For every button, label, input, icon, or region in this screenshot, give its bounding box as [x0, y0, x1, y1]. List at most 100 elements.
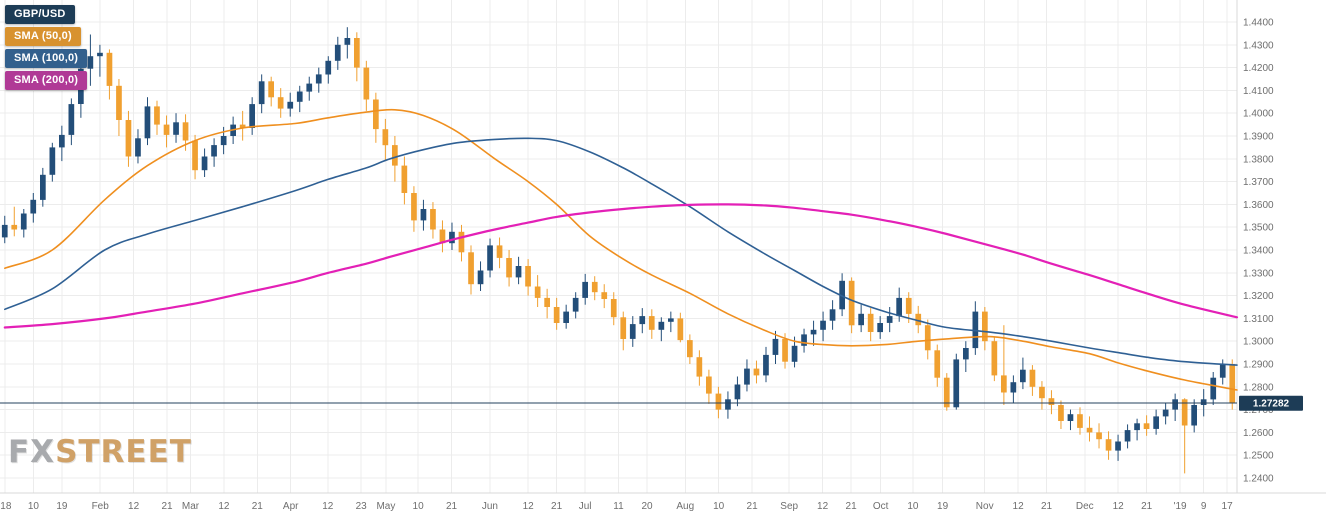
candle-body	[20, 213, 27, 230]
candle-body	[744, 368, 750, 385]
price-axis-label: 1.3800	[1243, 154, 1274, 165]
time-axis-label: 10	[413, 501, 425, 512]
time-axis-label: 20	[641, 501, 653, 512]
candle-body	[382, 129, 389, 146]
time-axis-label: 12	[218, 501, 230, 512]
candle-body	[753, 368, 760, 376]
candle-body	[1134, 423, 1140, 431]
candle-body	[734, 384, 741, 400]
candle-body	[97, 52, 103, 57]
time-axis-label: '18	[0, 501, 12, 512]
candle-body	[1058, 405, 1064, 421]
chart-legend: GBP/USD SMA (50,0) SMA (100,0) SMA (200,…	[5, 5, 88, 93]
candle-body	[943, 377, 950, 408]
candle-body	[886, 316, 893, 323]
time-axis-label: 21	[747, 501, 759, 512]
candle-body	[220, 136, 227, 146]
candle-body	[782, 338, 788, 362]
time-axis-label: Dec	[1076, 501, 1094, 512]
sma100-line	[4, 137, 1238, 366]
candle-body	[144, 106, 151, 139]
candle-body	[820, 320, 826, 330]
time-axis-label: Jul	[579, 501, 592, 512]
price-axis-label: 1.4300	[1243, 40, 1274, 51]
candle-body	[839, 280, 845, 310]
candle-body	[306, 83, 313, 92]
time-axis-label: 12	[128, 501, 140, 512]
candle-body	[1153, 416, 1159, 429]
candle-body	[677, 318, 684, 341]
candle-body	[715, 393, 722, 410]
price-axis-label: 1.4100	[1243, 86, 1274, 97]
candle-body	[515, 266, 522, 278]
candle-body	[791, 345, 798, 362]
time-axis-label: 21	[161, 501, 173, 512]
time-axis-label: 21	[1141, 501, 1153, 512]
candle-body	[1200, 399, 1207, 405]
candle-body	[934, 350, 941, 378]
candle-body	[468, 252, 474, 285]
candle-body	[296, 91, 303, 102]
candle-body	[668, 318, 674, 322]
candle-body	[392, 145, 398, 166]
candle-body	[1181, 399, 1188, 426]
candle-body	[163, 124, 170, 135]
candle-body	[772, 338, 779, 355]
time-axis-label: 10	[28, 501, 40, 512]
candle-body	[59, 134, 65, 148]
candle-body	[706, 376, 712, 394]
candle-body	[763, 354, 769, 376]
candle-body	[582, 281, 588, 298]
candle-body	[487, 245, 493, 271]
time-axis-label: 21	[446, 501, 458, 512]
price-axis-label: 1.4400	[1243, 18, 1274, 29]
price-axis-label: 1.3400	[1243, 246, 1274, 257]
candle-body	[829, 309, 836, 321]
candle-body	[896, 297, 902, 317]
time-axis-label: Aug	[676, 501, 694, 512]
time-axis-label: 21	[846, 501, 858, 512]
legend-chip-sma100: SMA (100,0)	[5, 49, 88, 68]
time-axis-label: 11	[613, 501, 624, 512]
time-axis-label: 23	[356, 501, 368, 512]
candle-body	[610, 299, 617, 318]
candle-body	[430, 209, 436, 230]
sma50-line	[4, 108, 1238, 391]
time-axis-label: Feb	[92, 501, 110, 512]
time-axis-label: 10	[713, 501, 725, 512]
candle-body	[1020, 369, 1026, 383]
price-axis-label: 1.3000	[1243, 337, 1274, 348]
candle-body	[173, 122, 179, 135]
candle-body	[601, 292, 608, 299]
candle-body	[687, 340, 693, 358]
price-axis-label: 1.2500	[1243, 451, 1274, 462]
candle-body	[1124, 430, 1131, 442]
price-axis-label: 1.3700	[1243, 177, 1274, 188]
candle-body	[258, 81, 265, 105]
candle-body	[544, 297, 550, 307]
price-axis-label: 1.3900	[1243, 132, 1274, 143]
candle-body	[553, 307, 560, 323]
candle-body	[620, 317, 627, 339]
price-axis-label: 1.4200	[1243, 63, 1274, 74]
candle-body	[1067, 414, 1074, 421]
time-axis-label: '19	[1174, 501, 1187, 512]
candle-body	[801, 334, 807, 346]
candle-body	[1229, 364, 1236, 404]
candle-body	[373, 99, 379, 130]
candle-body	[239, 124, 246, 128]
candle-body	[867, 313, 874, 332]
candle-body	[915, 313, 922, 326]
candle-body	[1039, 386, 1045, 399]
candle-body	[1, 224, 8, 238]
candle-body	[249, 104, 255, 128]
watermark-fx: FX	[8, 434, 56, 470]
time-axis-label: 17	[1222, 501, 1234, 512]
candle-body	[287, 101, 294, 109]
candle-body	[449, 231, 455, 244]
candle-body	[354, 38, 360, 68]
candle-body	[420, 209, 427, 221]
sma200-line	[3, 203, 1239, 329]
